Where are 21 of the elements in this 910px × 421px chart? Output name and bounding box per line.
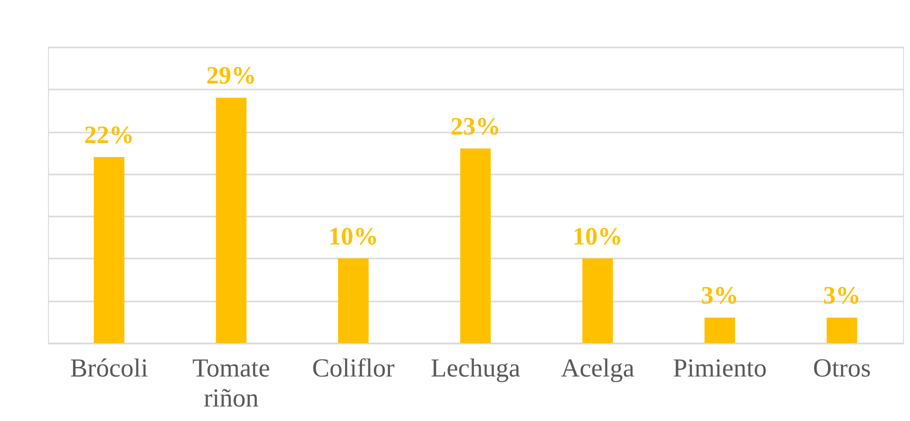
- bar: [216, 98, 246, 343]
- bar: [582, 258, 613, 343]
- x-tick-label: Lechuga: [430, 354, 521, 382]
- data-label: 10%: [572, 223, 623, 250]
- x-tick-label: Acelga: [560, 354, 635, 382]
- x-tick-label: Coliflor: [312, 354, 395, 382]
- bar: [338, 258, 369, 343]
- bar: [704, 318, 736, 343]
- data-label: 3%: [701, 282, 739, 310]
- data-label: 22%: [84, 122, 134, 149]
- data-label: 10%: [328, 223, 378, 250]
- data-label: 23%: [450, 113, 500, 140]
- x-tick-label: Pimiento: [672, 354, 767, 382]
- data-label: 29%: [206, 62, 256, 90]
- bar: [94, 156, 124, 343]
- data-label: 3%: [823, 282, 861, 310]
- x-tick-label: Otros: [813, 354, 871, 382]
- x-tick-label: Brócoli: [70, 354, 148, 382]
- x-tick-label: Tomate riñon: [192, 354, 270, 412]
- bar: [460, 148, 491, 343]
- bar: [826, 318, 858, 343]
